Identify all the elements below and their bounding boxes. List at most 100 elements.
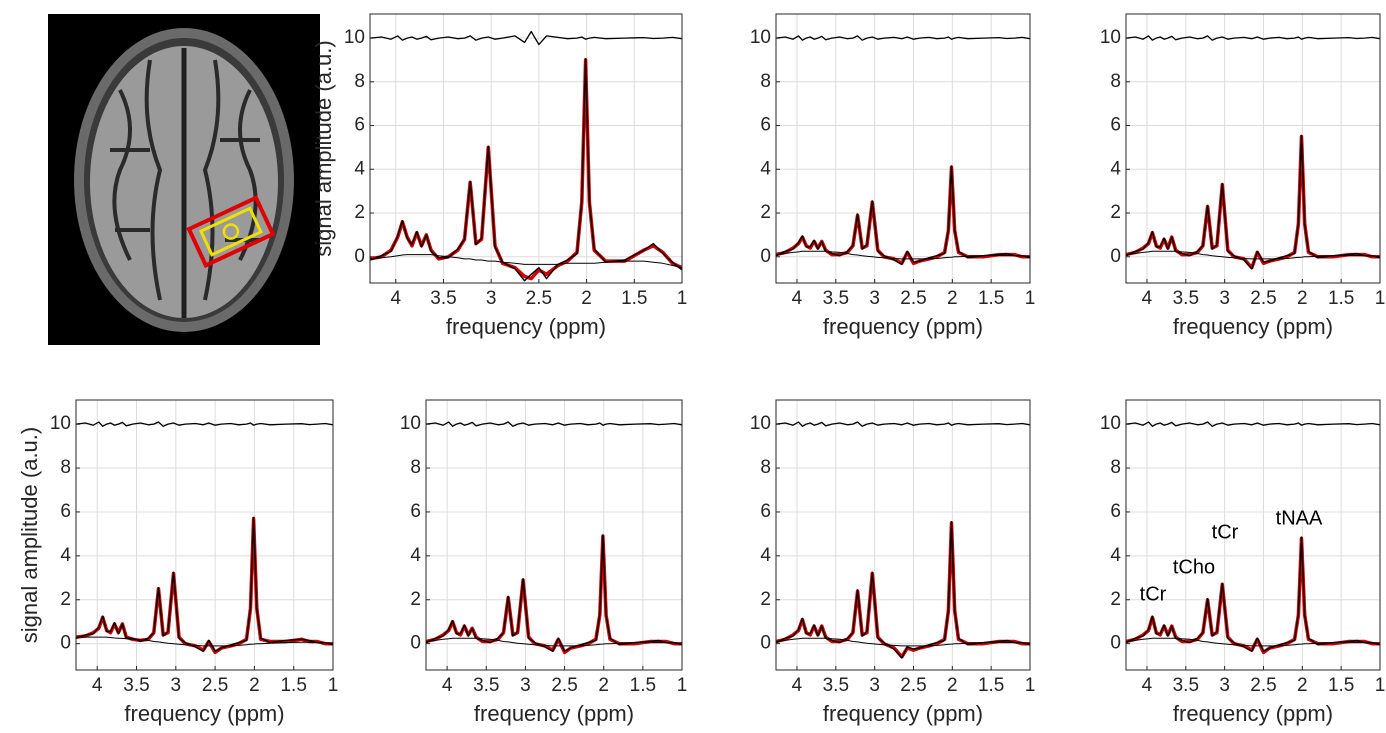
x-tick-label: 4 (92, 675, 103, 696)
spectrum-line (776, 35, 1030, 41)
x-tick-label: 1.5 (1328, 288, 1354, 309)
x-tick-label: 4 (390, 288, 401, 309)
y-tick-label: 6 (760, 115, 771, 136)
x-axis-label: frequency (ppm) (474, 701, 634, 726)
y-tick-label: 0 (1110, 633, 1121, 654)
axes-frame (369, 13, 683, 284)
x-axis-label: frequency (ppm) (124, 701, 284, 726)
x-tick-label: 3 (869, 675, 880, 696)
x-tick-label: 2 (1297, 288, 1308, 309)
y-tick-label: 10 (750, 27, 771, 48)
y-tick-label: 10 (400, 413, 421, 434)
x-tick-label: 1 (1025, 675, 1036, 696)
spectrum-line (1126, 134, 1380, 270)
spectrum-line (776, 521, 1030, 659)
y-tick-label: 6 (1110, 115, 1121, 136)
peak-annotation: tCr (1212, 521, 1239, 543)
y-tick-label: 4 (1110, 545, 1121, 566)
x-tick-label: 3.5 (1173, 675, 1199, 696)
x-tick-label: 2 (249, 675, 260, 696)
axes-frame (775, 399, 1031, 671)
spectrum-line (426, 534, 682, 652)
spectrum-line (776, 165, 1030, 266)
x-tick-label: 3.5 (823, 675, 849, 696)
x-tick-label: 2 (581, 288, 592, 309)
y-tick-label: 8 (1110, 71, 1121, 92)
spectrum-line (76, 516, 333, 652)
spectrum-line (776, 637, 1030, 647)
peak-annotation: tCho (1173, 556, 1215, 578)
axes-frame (1125, 399, 1381, 671)
y-tick-label: 8 (760, 71, 771, 92)
x-tick-label: 3 (1219, 675, 1230, 696)
x-tick-label: 4 (792, 288, 803, 309)
mri-image (48, 14, 320, 345)
axes-frame (1125, 13, 1381, 284)
y-tick-label: 0 (60, 633, 71, 654)
x-tick-label: 3.5 (123, 675, 149, 696)
spectrum-line (1126, 35, 1380, 41)
y-tick-label: 8 (60, 457, 71, 478)
axes-frame (775, 13, 1031, 284)
y-tick-label: 4 (760, 545, 771, 566)
y-tick-label: 10 (750, 413, 771, 434)
y-tick-label: 6 (354, 115, 365, 136)
y-tick-label: 6 (760, 501, 771, 522)
y-tick-label: 2 (60, 589, 71, 610)
y-tick-label: 4 (410, 545, 421, 566)
y-tick-label: 6 (60, 501, 71, 522)
y-tick-label: 2 (410, 589, 421, 610)
x-tick-label: 3.5 (430, 288, 456, 309)
x-tick-label: 1.5 (978, 288, 1004, 309)
y-tick-label: 8 (1110, 457, 1121, 478)
y-tick-label: 2 (354, 202, 365, 223)
spectrum-line (76, 421, 333, 427)
spectrum-line (76, 636, 333, 647)
spectrum-line (776, 165, 1030, 266)
x-tick-label: 1 (677, 675, 688, 696)
spectrum-line (426, 534, 682, 655)
x-tick-label: 1.5 (978, 675, 1004, 696)
y-tick-label: 0 (760, 633, 771, 654)
x-tick-label: 3 (486, 288, 497, 309)
y-tick-label: 2 (760, 589, 771, 610)
x-tick-label: 1 (1375, 675, 1386, 696)
spectrum-line (370, 30, 682, 46)
x-tick-label: 3 (869, 288, 880, 309)
x-tick-label: 3 (1219, 288, 1230, 309)
y-tick-label: 6 (410, 501, 421, 522)
x-tick-label: 1 (677, 288, 688, 309)
x-tick-label: 1.5 (280, 675, 306, 696)
x-tick-label: 2 (598, 675, 609, 696)
y-axis-label: signal amplitude (a.u.) (17, 427, 42, 643)
x-axis-label: frequency (ppm) (1173, 701, 1333, 726)
axes-frame (425, 399, 683, 671)
x-tick-label: 2.5 (1250, 288, 1276, 309)
x-tick-label: 4 (1142, 675, 1153, 696)
y-tick-label: 6 (1110, 501, 1121, 522)
peak-annotation: tCr (1140, 583, 1167, 605)
x-tick-label: 4 (442, 675, 453, 696)
x-tick-label: 1 (1025, 288, 1036, 309)
spectrum-line (776, 250, 1030, 260)
spectrum-line (426, 637, 682, 647)
x-tick-label: 4 (1142, 288, 1153, 309)
spectrum-line (1126, 536, 1380, 652)
spectrum-line (776, 521, 1030, 659)
peak-annotation: tNAA (1276, 507, 1323, 529)
y-tick-label: 2 (760, 202, 771, 223)
x-tick-label: 3 (171, 675, 182, 696)
y-tick-label: 10 (50, 413, 71, 434)
x-tick-label: 2.5 (1250, 675, 1276, 696)
spectrum-line (776, 421, 1030, 427)
y-tick-label: 10 (1100, 413, 1121, 434)
x-tick-label: 1 (328, 675, 339, 696)
